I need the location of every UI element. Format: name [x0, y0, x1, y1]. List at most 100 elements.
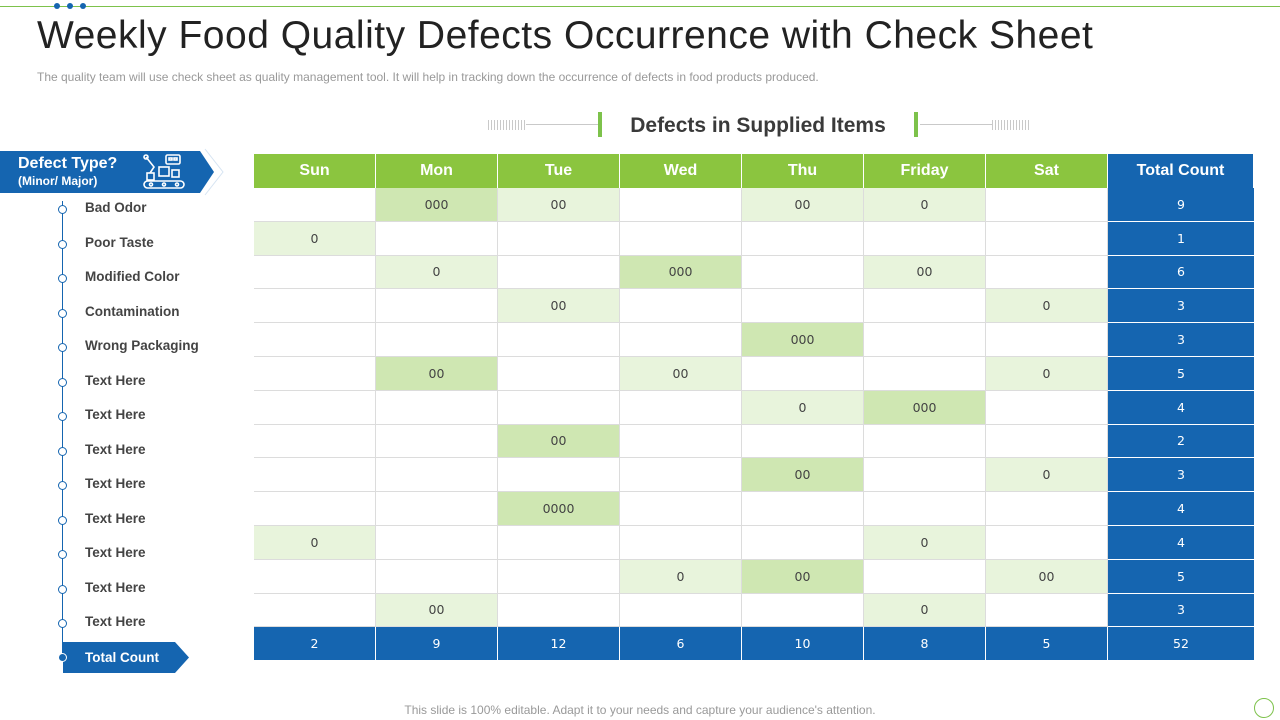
defect-type-item: Modified Color — [0, 266, 240, 290]
tally-cell — [864, 492, 986, 526]
tally-cell — [620, 458, 742, 493]
row-total-cell: 9 — [1108, 188, 1254, 222]
tally-cell: 00 — [620, 356, 742, 391]
tally-cell — [742, 593, 864, 628]
timeline-dot — [58, 550, 67, 559]
tally-cell: 00 — [498, 289, 620, 324]
header-total-count: Total Count — [1108, 154, 1254, 188]
tally-cell — [620, 424, 742, 459]
tally-cell — [254, 255, 376, 290]
defect-header-subtitle: (Minor/ Major) — [18, 174, 98, 188]
tally-cell — [864, 424, 986, 459]
defect-type-label: Modified Color — [85, 269, 180, 284]
header-day: Mon — [376, 154, 498, 188]
defect-type-item: Text Here — [0, 404, 240, 428]
tally-cell: 0 — [864, 593, 986, 628]
timeline-dot — [58, 515, 67, 525]
section-heading: Defects in Supplied Items — [486, 111, 1032, 139]
tally-cell — [864, 323, 986, 357]
top-dots — [54, 3, 86, 9]
tally-cell — [498, 255, 620, 290]
tally-cell — [498, 559, 620, 594]
tally-cell — [986, 424, 1108, 459]
timeline-dot — [58, 205, 67, 214]
total-count-dot — [58, 653, 67, 662]
tally-cell: 00 — [498, 424, 620, 459]
defect-type-label: Text Here — [85, 441, 146, 457]
tally-cell — [620, 593, 742, 628]
row-total-cell: 6 — [1108, 255, 1254, 290]
tally-cell — [864, 356, 986, 391]
tally-cell — [498, 458, 620, 493]
tally-cell — [498, 323, 620, 357]
header-day: Sun — [254, 154, 376, 188]
defect-type-item: Text Here — [0, 611, 240, 635]
header-day: Wed — [620, 154, 742, 188]
defect-type-item: Contamination — [0, 301, 240, 325]
tally-cell: 000 — [742, 323, 864, 357]
tally-cell — [620, 492, 742, 526]
tally-cell — [986, 390, 1108, 425]
total-count-label: Total Count — [85, 650, 159, 665]
row-total-cell: 4 — [1108, 492, 1254, 526]
tally-cell: 0 — [986, 356, 1108, 391]
tally-cell — [620, 525, 742, 560]
row-total-cell: 4 — [1108, 525, 1254, 560]
tally-cell: 0 — [376, 255, 498, 290]
defect-type-item: Bad Odor — [0, 197, 240, 221]
conveyor-robot-icon — [143, 154, 185, 189]
tally-cell: 00 — [864, 255, 986, 290]
timeline-dot — [58, 412, 67, 421]
column-total-cell: 9 — [376, 627, 498, 661]
tally-cell — [376, 492, 498, 526]
column-total-cell: 12 — [498, 627, 620, 661]
defect-type-item: Text Here — [0, 439, 240, 463]
defect-type-item: Text Here — [0, 542, 240, 566]
column-total-cell: 6 — [620, 627, 742, 661]
tally-cell: 0 — [864, 188, 986, 222]
tally-cell — [376, 390, 498, 425]
tally-cell — [620, 188, 742, 222]
header-day: Thu — [742, 154, 864, 188]
defect-type-label: Contamination — [85, 303, 180, 319]
tally-cell — [986, 492, 1108, 526]
tally-cell — [376, 458, 498, 493]
tally-cell — [864, 559, 986, 594]
timeline-dot — [58, 481, 67, 490]
header-day: Sat — [986, 154, 1108, 188]
decor-ticks-left — [488, 120, 526, 130]
tally-cell: 0 — [620, 559, 742, 594]
tally-cell — [498, 221, 620, 256]
footer-note: This slide is 100% editable. Adapt it to… — [404, 703, 876, 717]
tally-cell — [254, 289, 376, 324]
tally-cell — [864, 221, 986, 256]
defect-type-label: Text Here — [85, 407, 146, 422]
tally-cell — [620, 390, 742, 425]
defect-type-item: Poor Taste — [0, 232, 240, 256]
tally-cell: 000 — [620, 255, 742, 290]
timeline-dot — [58, 584, 67, 594]
tally-cell — [986, 525, 1108, 560]
tally-cell: 0 — [986, 458, 1108, 493]
row-total-cell: 3 — [1108, 289, 1254, 324]
defect-type-label: Bad Odor — [85, 200, 147, 215]
tally-cell: 0 — [254, 221, 376, 256]
tally-cell — [742, 221, 864, 256]
tally-cell — [498, 525, 620, 560]
tally-cell: 00 — [498, 188, 620, 222]
tally-cell: 000 — [376, 188, 498, 222]
defect-timeline-line — [62, 201, 63, 659]
arrow-banner-shape — [0, 148, 225, 197]
tally-cell: 0 — [742, 390, 864, 425]
decor-bar-left — [598, 112, 602, 137]
tally-cell — [254, 323, 376, 357]
tally-cell — [376, 289, 498, 324]
tally-cell: 00 — [986, 559, 1108, 594]
column-total-cell: 5 — [986, 627, 1108, 661]
tally-cell — [864, 458, 986, 493]
tally-cell: 0 — [864, 525, 986, 560]
row-total-cell: 3 — [1108, 323, 1254, 357]
tally-cell — [864, 289, 986, 324]
header-day: Friday — [864, 154, 986, 188]
grand-total-cell: 52 — [1108, 627, 1254, 661]
